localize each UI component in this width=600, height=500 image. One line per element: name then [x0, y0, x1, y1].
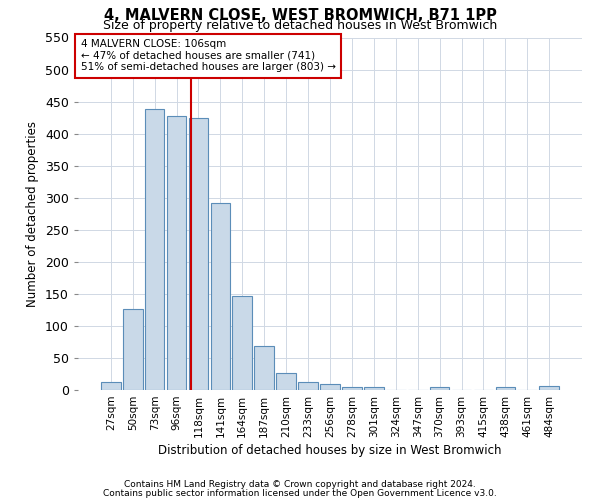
Bar: [232, 296, 252, 390]
Bar: [211, 203, 230, 390]
Text: Contains HM Land Registry data © Crown copyright and database right 2024.: Contains HM Land Registry data © Crown c…: [124, 480, 476, 489]
Bar: [188, 118, 208, 390]
Text: Size of property relative to detached houses in West Bromwich: Size of property relative to detached ho…: [103, 18, 497, 32]
Bar: [539, 386, 559, 390]
Bar: [101, 382, 121, 390]
Bar: [430, 388, 449, 390]
Y-axis label: Number of detached properties: Number of detached properties: [26, 120, 40, 306]
Text: 4 MALVERN CLOSE: 106sqm
← 47% of detached houses are smaller (741)
51% of semi-d: 4 MALVERN CLOSE: 106sqm ← 47% of detache…: [80, 40, 335, 72]
Bar: [276, 372, 296, 390]
X-axis label: Distribution of detached houses by size in West Bromwich: Distribution of detached houses by size …: [158, 444, 502, 457]
Bar: [123, 308, 143, 390]
Bar: [298, 382, 318, 390]
Bar: [342, 387, 362, 390]
Bar: [145, 110, 164, 390]
Bar: [320, 384, 340, 390]
Bar: [254, 346, 274, 390]
Text: Contains public sector information licensed under the Open Government Licence v3: Contains public sector information licen…: [103, 489, 497, 498]
Bar: [167, 116, 187, 390]
Bar: [496, 388, 515, 390]
Bar: [364, 387, 384, 390]
Text: 4, MALVERN CLOSE, WEST BROMWICH, B71 1PP: 4, MALVERN CLOSE, WEST BROMWICH, B71 1PP: [104, 8, 496, 22]
